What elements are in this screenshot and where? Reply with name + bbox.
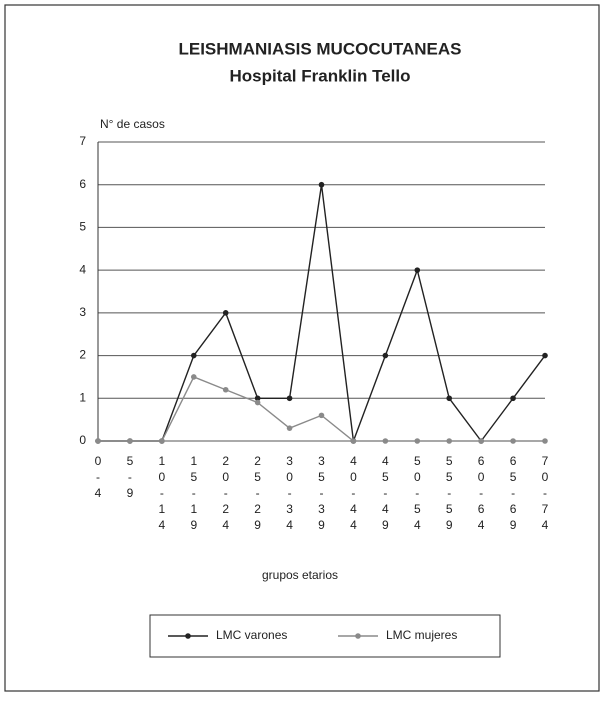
x-tick-label: 0 -4 [95,454,102,500]
y-axis-label: N° de casos [100,117,165,131]
data-point [127,438,133,444]
data-point [414,267,421,273]
data-point [190,352,197,359]
data-point [190,374,197,380]
data-point [95,438,101,444]
frame [4,4,600,692]
x-tick-label: 2 0 -2 4 [222,454,229,532]
y-tick-label: 7 [79,134,86,148]
x-tick-label: 1 5 -1 9 [190,454,197,532]
data-point [542,438,548,444]
data-point [446,438,453,444]
x-tick-label: 7 0 -7 4 [542,454,549,532]
x-axis-label: grupos etarios [262,568,338,582]
y-tick-label: 3 [79,305,86,319]
x-tick-label: 4 5 -4 9 [382,454,389,532]
y-tick-label: 0 [79,433,86,447]
data-point [478,438,484,444]
y-tick-label: 5 [79,220,86,234]
x-tick-label: 3 0 -3 4 [286,454,293,532]
data-point [510,395,516,402]
y-tick-label: 6 [79,177,86,191]
legend-label: LMC mujeres [386,628,457,642]
legend-marker [185,633,191,639]
data-point [318,412,325,419]
data-point [254,395,261,402]
x-tick-label: 5 5 -5 9 [446,454,453,532]
chart-subtitle: Hospital Franklin Tello [229,66,410,85]
chart-title: LEISHMANIASIS MUCOCUTANEAS [178,39,461,58]
y-tick-label: 1 [79,390,86,404]
x-tick-label: 4 0 -4 4 [350,454,357,532]
x-tick-label: 2 5 -2 9 [254,454,261,532]
data-point [350,438,357,444]
data-point [254,399,261,406]
data-point [510,438,516,444]
data-point [382,438,389,444]
x-tick-label: 6 5 -6 9 [510,454,517,532]
data-point [382,352,389,359]
data-point [414,438,421,444]
data-point [318,181,325,188]
data-point [286,395,293,402]
x-tick-label: 6 0 -6 4 [478,454,485,532]
data-point [222,310,229,316]
x-tick-label: 1 0 -1 4 [159,454,166,532]
data-point [286,425,293,431]
x-tick-label: 3 5 -3 9 [318,454,325,532]
x-tick-label: 5 -9 [127,454,134,500]
data-point [159,438,165,444]
data-point [222,386,229,393]
y-tick-label: 4 [79,262,86,276]
data-point [446,395,453,402]
y-tick-label: 2 [79,348,86,362]
legend-label: LMC varones [216,628,287,642]
data-point [542,352,548,359]
x-tick-label: 5 0 -5 4 [414,454,421,532]
legend-marker [355,633,361,639]
legend-box [149,614,501,658]
